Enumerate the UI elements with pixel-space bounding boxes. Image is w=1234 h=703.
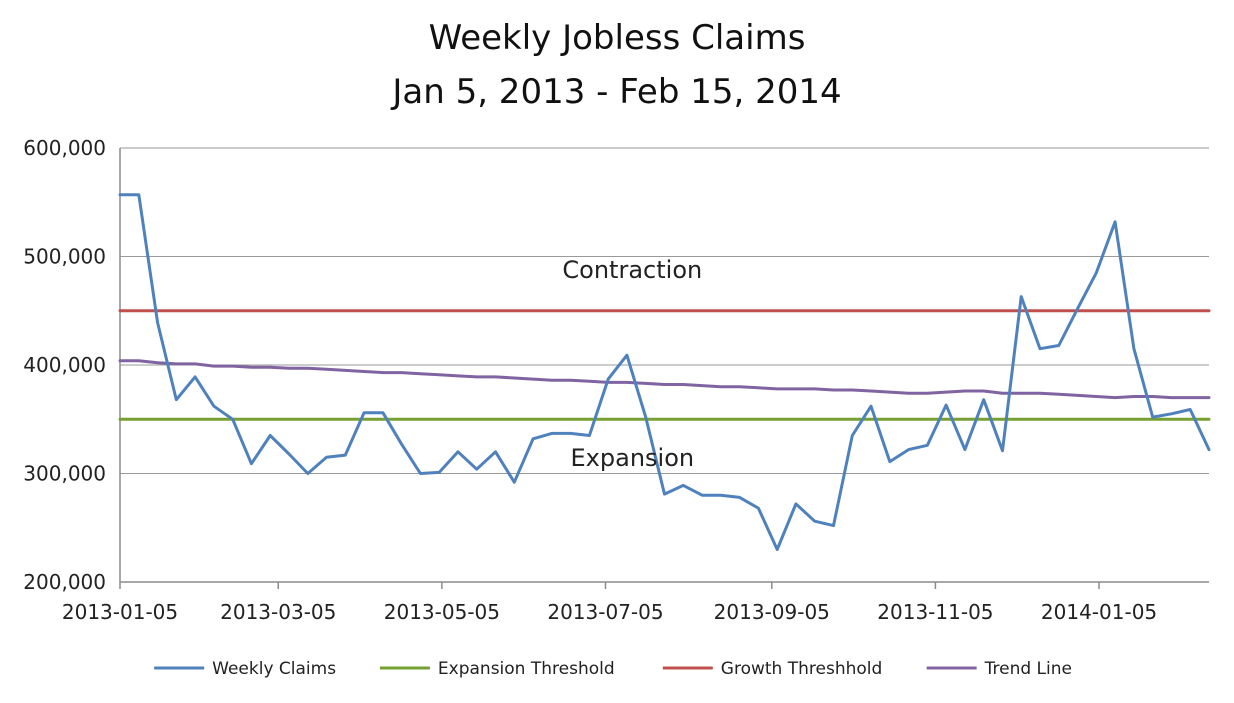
x-tick-label: 2013-01-05 — [62, 600, 178, 624]
legend-label: Trend Line — [984, 659, 1072, 679]
annotations: Contraction Expansion — [562, 256, 702, 472]
y-tick-label: 200,000 — [23, 570, 106, 594]
x-tick-label: 2013-09-05 — [714, 600, 830, 624]
series-line-weekly-claims — [118, 193, 1211, 551]
axes: 200,000 300,000 400,000 500,000 600,000 2013-… — [23, 136, 1209, 624]
y-tick-label: 400,000 — [23, 353, 106, 377]
x-tick-label: 2013-05-05 — [384, 600, 500, 624]
gridlines — [120, 147, 1209, 474]
chart-title: Weekly Jobless Claims — [428, 18, 806, 58]
annotation-label: Expansion — [571, 444, 695, 472]
y-tick-label: 600,000 — [23, 136, 106, 160]
x-tick-label: 2013-07-05 — [547, 600, 663, 624]
annotation-label: Contraction — [562, 256, 702, 284]
legend: Weekly Claims Expansion Threshold Growth T… — [154, 659, 1072, 679]
legend-label: Growth Threshhold — [721, 659, 883, 679]
series-line-trend-line — [118, 359, 1211, 400]
x-tick-label: 2013-03-05 — [220, 600, 336, 624]
legend-label: Expansion Threshold — [438, 659, 615, 679]
chart-subtitle: Jan 5, 2013 - Feb 15, 2014 — [392, 72, 842, 112]
x-tick-label: 2014-01-05 — [1041, 600, 1157, 624]
x-tick-label: 2013-11-05 — [877, 600, 993, 624]
series-lines — [118, 193, 1211, 551]
legend-label: Weekly Claims — [212, 659, 336, 679]
y-tick-label: 300,000 — [23, 462, 106, 486]
y-tick-label: 500,000 — [23, 245, 106, 269]
